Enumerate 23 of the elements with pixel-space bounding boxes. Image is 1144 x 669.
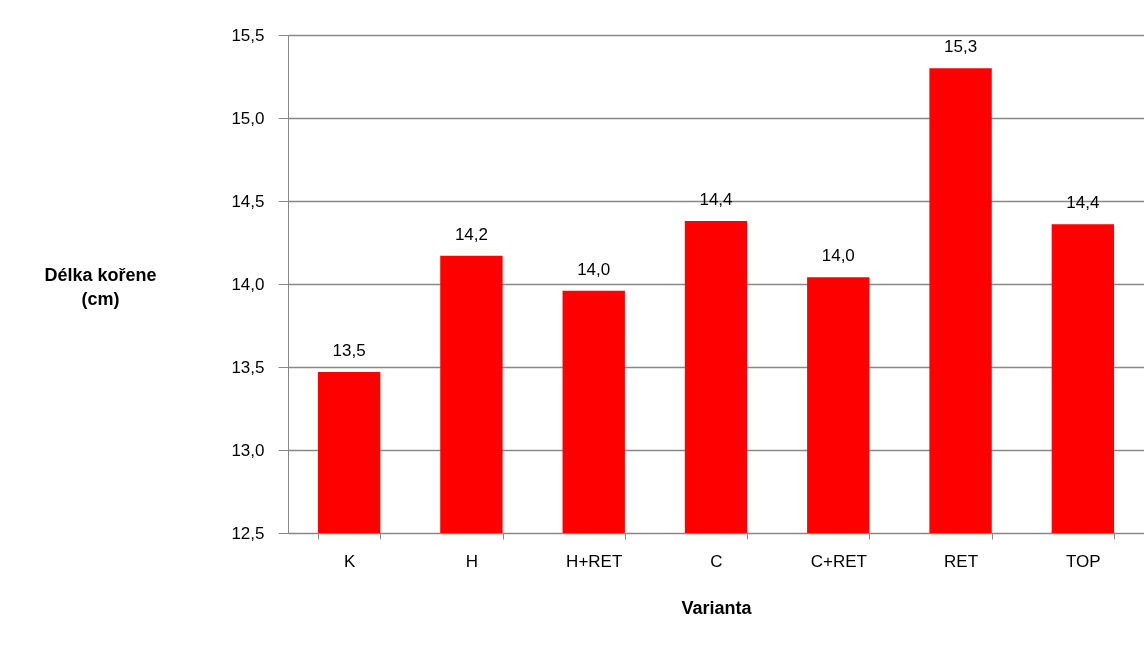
x-tick-label: C+RET bbox=[810, 551, 867, 571]
y-axis-title: Délka kořene (cm) bbox=[44, 264, 157, 309]
y-tick-label: 12,5 bbox=[231, 523, 265, 543]
y-tick-label: 15,0 bbox=[231, 108, 265, 128]
y-tick-label: 14,0 bbox=[231, 274, 265, 294]
y-tick-label: 15,5 bbox=[231, 25, 265, 45]
data-label: 14,4 bbox=[699, 189, 733, 209]
x-tick-label: TOP bbox=[1066, 551, 1101, 571]
data-label: 13,5 bbox=[332, 340, 366, 360]
x-tick-label: RET bbox=[944, 551, 979, 571]
x-tick-label: H+RET bbox=[566, 551, 623, 571]
y-tick-label: 13,5 bbox=[231, 357, 265, 377]
x-tick-label: H bbox=[465, 551, 479, 571]
data-label: 14,2 bbox=[454, 224, 488, 244]
data-label: 14,0 bbox=[577, 259, 611, 279]
y-tick-label: 14,5 bbox=[231, 191, 265, 211]
data-label: 14,4 bbox=[1066, 193, 1100, 213]
y-tick-label: 13,0 bbox=[231, 440, 265, 460]
data-label: 15,3 bbox=[944, 37, 978, 57]
x-tick-label: K bbox=[343, 551, 356, 571]
x-tick-label: C bbox=[710, 551, 723, 571]
data-label: 14,0 bbox=[821, 246, 855, 266]
x-axis-title: Varianta bbox=[681, 597, 753, 618]
